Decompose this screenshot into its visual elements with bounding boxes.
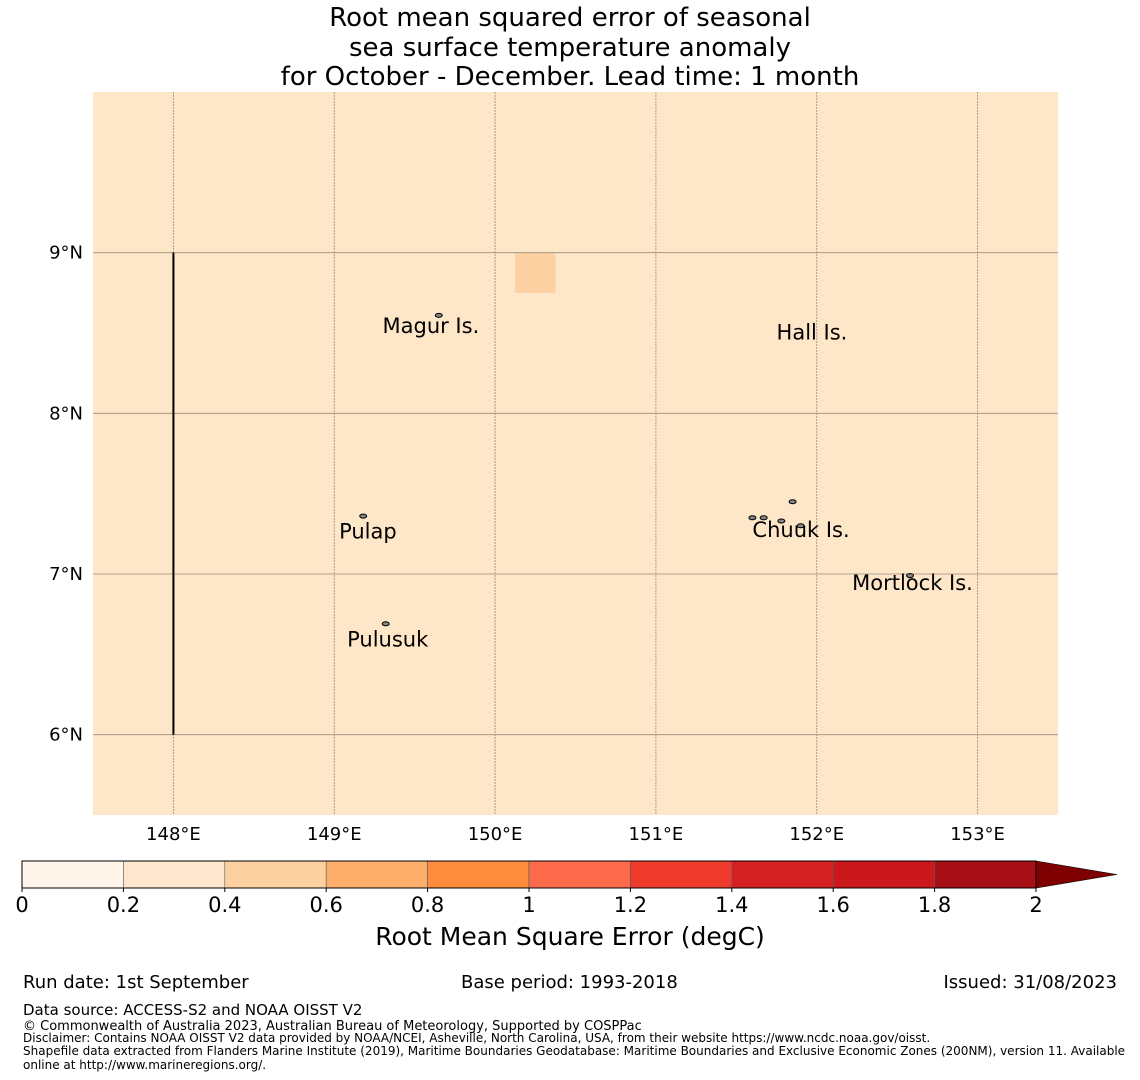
colorbar-tick-label: 1.4 bbox=[715, 893, 748, 917]
colorbar-extend-arrow bbox=[1035, 860, 1118, 889]
colorbar-segment bbox=[224, 860, 327, 889]
title-line-2: sea surface temperature anomaly bbox=[349, 33, 791, 63]
colorbar-segment bbox=[934, 860, 1037, 889]
colorbar-tick-label: 1.8 bbox=[918, 893, 951, 917]
colorbar-segment bbox=[630, 860, 733, 889]
colorbar-segment bbox=[427, 860, 530, 889]
colorbar-tick-label: 1.2 bbox=[614, 893, 647, 917]
colorbar-label: Root Mean Square Error (degC) bbox=[375, 922, 765, 951]
title-line-3: for October - December. Lead time: 1 mon… bbox=[280, 62, 860, 92]
island-marker bbox=[777, 518, 786, 524]
island-marker bbox=[748, 515, 757, 521]
data-cell bbox=[515, 252, 556, 293]
colorbar-segment bbox=[21, 860, 124, 889]
island-marker bbox=[906, 573, 915, 579]
lat-tick-label: 7°N bbox=[49, 564, 83, 585]
colorbar: 0 0.2 0.4 0.6 0.8 1 1.2 1.4 1.6 1.8 2 bbox=[15, 860, 1118, 917]
island-marker bbox=[759, 515, 768, 521]
disclaimer: Disclaimer: Contains NOAA OISST V2 data … bbox=[23, 1031, 931, 1045]
title-line-1: Root mean squared error of seasonal bbox=[329, 3, 811, 33]
shapefile-credit: Shapefile data extracted from Flanders M… bbox=[23, 1044, 1126, 1072]
colorbar-tick-label: 1 bbox=[522, 893, 535, 917]
colorbar-segment bbox=[123, 860, 226, 889]
colorbar-tick-label: 0.8 bbox=[411, 893, 444, 917]
island-marker bbox=[796, 523, 805, 529]
colorbar-segment bbox=[832, 860, 935, 889]
run-date: Run date: 1st September bbox=[23, 972, 249, 993]
colorbar-segment bbox=[731, 860, 834, 889]
map-figure: 148°E 149°E 150°E 151°E 152°E 153°E 6°N 7°N 8°N 9… bbox=[15, 92, 1118, 917]
colorbar-tick-label: 0.2 bbox=[107, 893, 140, 917]
island-marker bbox=[381, 621, 390, 627]
map-background bbox=[93, 92, 1058, 815]
lon-tick-label: 151°E bbox=[629, 824, 684, 845]
colorbar-tick-label: 0.6 bbox=[309, 893, 342, 917]
colorbar-tick-label: 0.4 bbox=[208, 893, 241, 917]
colorbar-segment bbox=[528, 860, 631, 889]
lat-tick-label: 6°N bbox=[49, 725, 83, 746]
place-label: Pulusuk bbox=[347, 627, 429, 651]
map-layer: 148°E 149°E 150°E 151°E 152°E 153°E 6°N 7°N 8°N 9… bbox=[49, 92, 1058, 845]
island-marker bbox=[434, 312, 443, 318]
place-label: Pulap bbox=[339, 520, 397, 544]
base-period: Base period: 1993-2018 bbox=[461, 972, 678, 993]
colorbar-tick-label: 1.6 bbox=[816, 893, 849, 917]
lon-tick-label: 153°E bbox=[950, 824, 1005, 845]
island-marker bbox=[788, 499, 797, 505]
place-label: Mortlock Is. bbox=[852, 571, 973, 595]
data-source: Data source: ACCESS-S2 and NOAA OISST V2 bbox=[23, 1001, 363, 1019]
lon-tick-label: 149°E bbox=[307, 824, 362, 845]
lat-tick-label: 9°N bbox=[49, 243, 83, 264]
place-label: Magur Is. bbox=[383, 314, 480, 338]
colorbar-segment bbox=[325, 860, 428, 889]
colorbar-tick-label: 2 bbox=[1029, 893, 1042, 917]
lat-tick-label: 8°N bbox=[49, 403, 83, 424]
lon-tick-label: 150°E bbox=[468, 824, 523, 845]
colorbar-tick-label: 0 bbox=[15, 893, 28, 917]
place-label: Hall Is. bbox=[777, 320, 848, 344]
place-label: Chuuk Is. bbox=[752, 518, 849, 542]
copyright: © Commonwealth of Australia 2023, Austra… bbox=[23, 1019, 642, 1034]
issued-date: Issued: 31/08/2023 bbox=[943, 972, 1117, 993]
lon-tick-label: 152°E bbox=[789, 824, 844, 845]
island-marker bbox=[359, 513, 368, 519]
lon-tick-label: 148°E bbox=[146, 824, 201, 845]
